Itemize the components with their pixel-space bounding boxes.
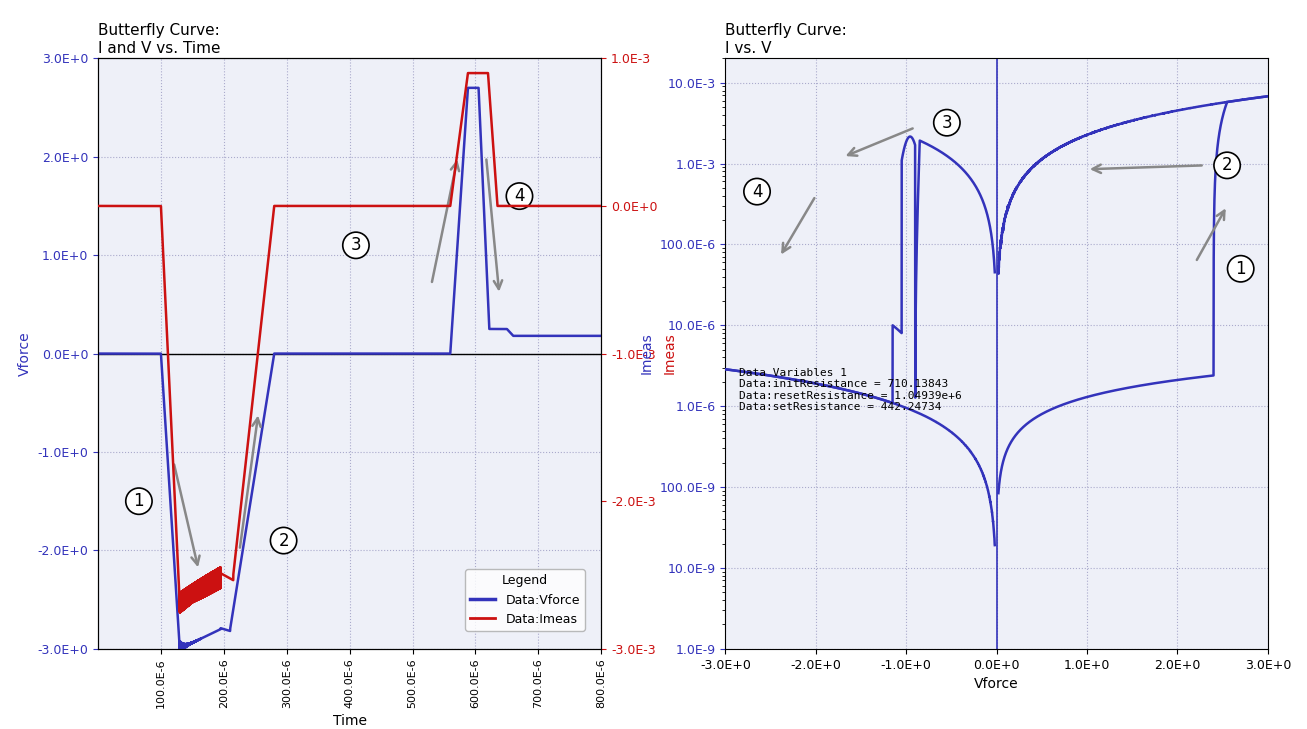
Text: Data Variables 1
Data:initResistance = 710.13843
Data:resetResistance = 1.04939e: Data Variables 1 Data:initResistance = 7… [738,367,962,413]
X-axis label: Vforce: Vforce [974,677,1019,691]
Y-axis label: Imeas: Imeas [640,332,654,375]
Text: 1: 1 [1235,260,1246,278]
Text: Butterfly Curve:
I vs. V: Butterfly Curve: I vs. V [725,23,847,55]
Text: 3: 3 [350,236,361,254]
Y-axis label: Vforce: Vforce [18,331,31,376]
Text: 4: 4 [752,182,762,200]
X-axis label: Time: Time [332,714,367,728]
Legend: Data:Vforce, Data:Imeas: Data:Vforce, Data:Imeas [465,569,586,631]
Y-axis label: Imeas: Imeas [663,332,677,375]
Text: 3: 3 [941,114,953,132]
Text: 4: 4 [514,187,524,205]
Text: 1: 1 [133,492,144,510]
Text: 2: 2 [1222,156,1233,174]
Text: Butterfly Curve:
I and V vs. Time: Butterfly Curve: I and V vs. Time [98,23,221,55]
Text: 2: 2 [278,531,289,550]
